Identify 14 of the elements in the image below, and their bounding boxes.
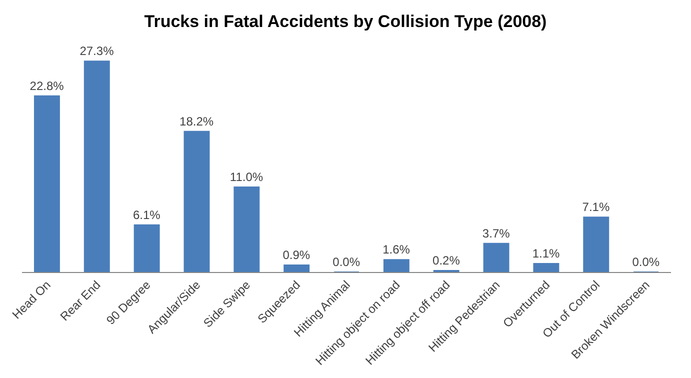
data-label: 3.7% xyxy=(482,226,510,240)
data-label: 7.1% xyxy=(582,200,610,214)
data-label: 0.2% xyxy=(432,253,460,268)
data-label: 1.1% xyxy=(532,246,560,260)
data-label: 22.8% xyxy=(30,78,64,93)
data-label: 18.2% xyxy=(180,114,214,128)
data-label: 0.0% xyxy=(632,255,660,269)
chart-title: Trucks in Fatal Accidents by Collision Type (2008) xyxy=(144,12,547,32)
data-label: 1.6% xyxy=(382,242,410,257)
data-label: 0.0% xyxy=(332,255,360,269)
data-label: 6.1% xyxy=(132,208,161,222)
data-label: 11.0% xyxy=(230,170,264,184)
data-label: 27.3% xyxy=(80,44,114,58)
data-label: 0.9% xyxy=(282,248,310,262)
